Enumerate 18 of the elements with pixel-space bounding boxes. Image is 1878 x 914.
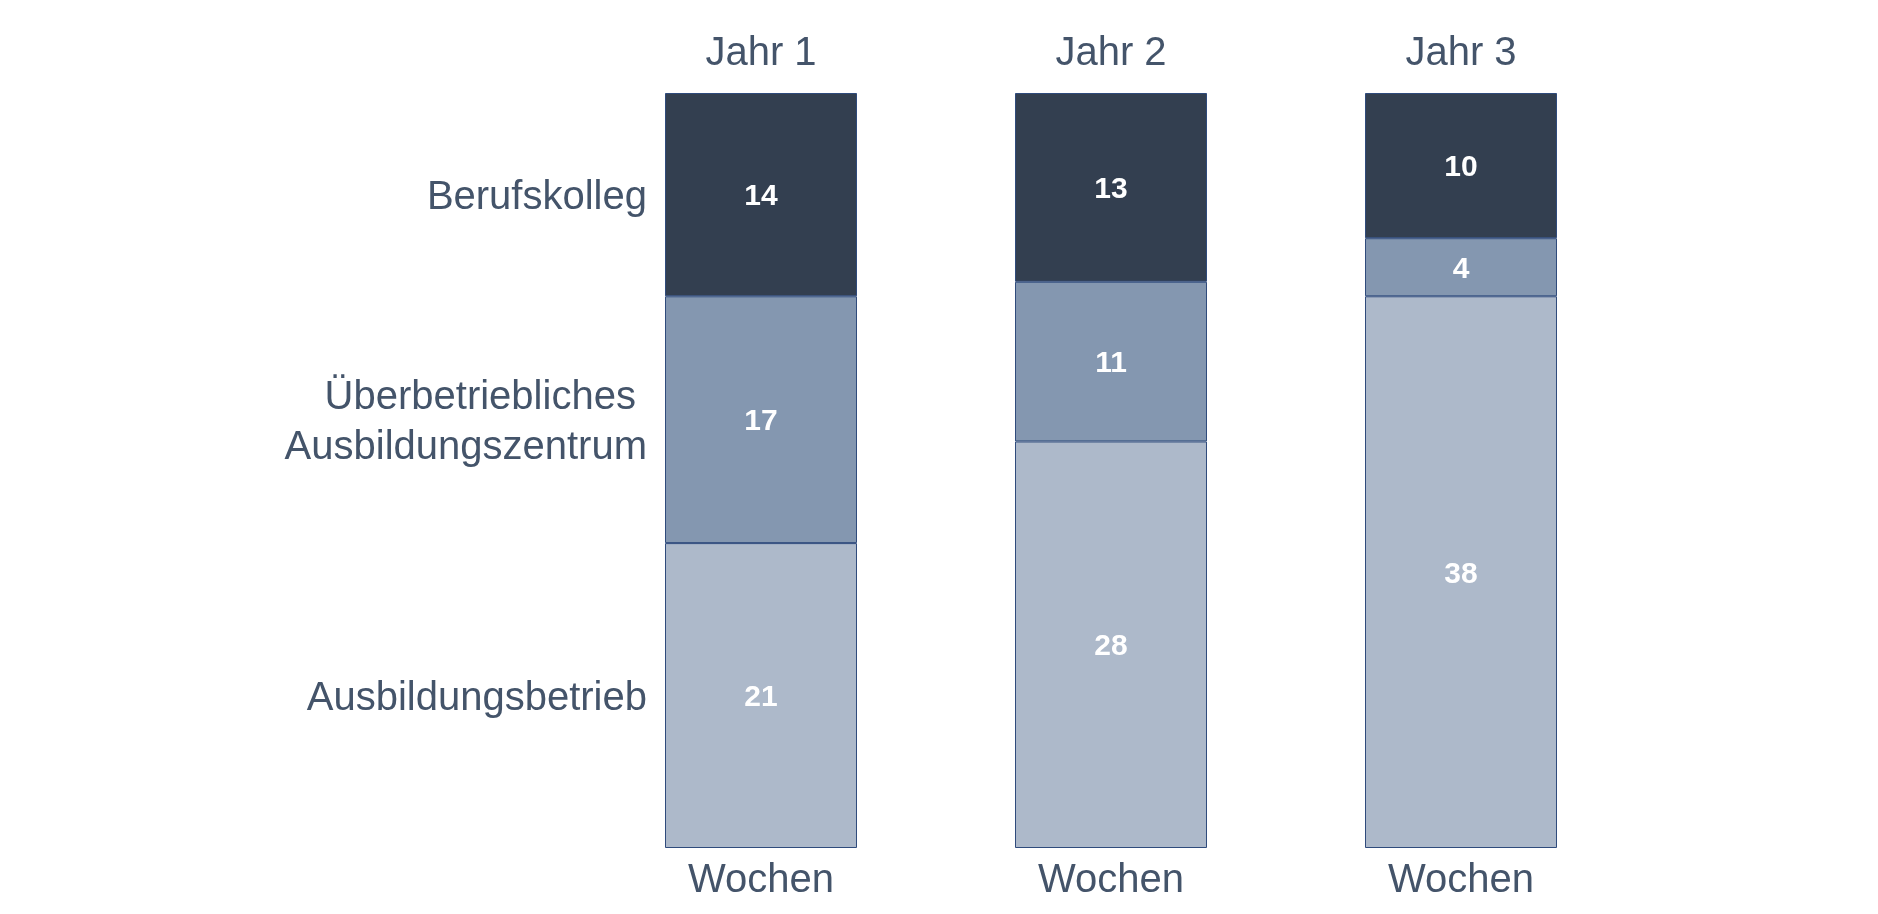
annotation: Wochen xyxy=(1387,856,1535,900)
data-label: 4 xyxy=(1452,250,1470,284)
x-tick-label: Jahr 2 xyxy=(1055,29,1167,73)
annotation: Wochen xyxy=(687,856,835,900)
data-label: 13 xyxy=(1094,170,1128,204)
data-label: 14 xyxy=(744,178,778,212)
data-label: 11 xyxy=(1095,345,1127,379)
series-label: Berufskolleg xyxy=(426,172,647,217)
data-label: 17 xyxy=(744,403,778,437)
series-label: Ausbildungsbetrieb xyxy=(306,673,647,718)
data-label: 21 xyxy=(744,679,778,713)
x-tick-label: Jahr 1 xyxy=(705,29,817,73)
x-tick-label: Jahr 3 xyxy=(1405,29,1517,73)
annotation: Wochen xyxy=(1037,856,1185,900)
data-label: 38 xyxy=(1444,555,1478,589)
data-label: 28 xyxy=(1094,628,1128,662)
series-label: Überbetriebliches Ausbildungszentrum xyxy=(284,372,647,467)
data-label: 10 xyxy=(1444,149,1478,183)
